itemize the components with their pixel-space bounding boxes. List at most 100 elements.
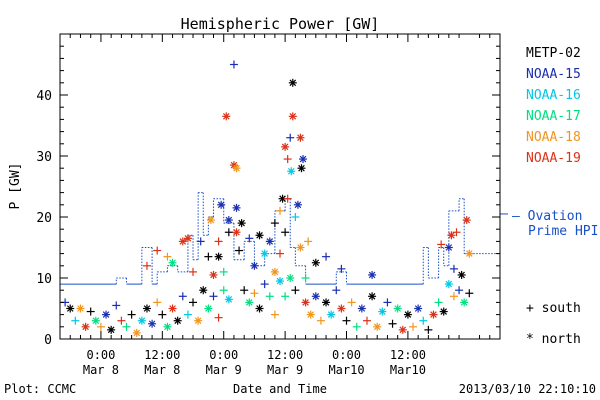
- x-tick-label-date: Mar 8: [144, 363, 180, 377]
- south-point: [142, 261, 151, 270]
- north-point: [232, 203, 241, 212]
- south-point: [245, 234, 254, 243]
- x-tick-label-time: 0:00: [209, 348, 238, 362]
- north-point: [414, 304, 423, 313]
- north-point: [297, 164, 306, 173]
- footer-timestamp: 2013/03/10 22:10:10: [459, 382, 596, 396]
- x-tick-label-date: Mar 8: [83, 363, 119, 377]
- north-point: [132, 328, 141, 337]
- south-point: [322, 252, 331, 261]
- north-point: [91, 316, 100, 325]
- x-tick-label-date: Mar 9: [206, 363, 242, 377]
- north-point: [173, 316, 182, 325]
- x-tick-label-time: 0:00: [332, 348, 361, 362]
- south-point: [283, 194, 292, 203]
- south-point: [209, 292, 218, 301]
- north-point: [183, 234, 192, 243]
- north-point: [398, 325, 407, 334]
- south-point: [465, 289, 474, 298]
- south-point: [196, 237, 205, 246]
- legend-entry: NOAA-16: [526, 88, 581, 103]
- south-point: [265, 292, 274, 301]
- ovation-label-line2: Prime HPI: [528, 224, 598, 239]
- south-point: [260, 280, 269, 289]
- south-point: [452, 228, 461, 237]
- south-point: [449, 292, 458, 301]
- ovation-series: [60, 192, 508, 285]
- footer-plot-source: Plot: CCMC: [4, 382, 76, 396]
- south-point: [96, 322, 105, 331]
- north-point: [296, 133, 305, 142]
- south-point: [127, 310, 136, 319]
- south-point: [449, 264, 458, 273]
- south-point: [117, 316, 126, 325]
- south-point: [163, 252, 172, 261]
- south-point: [189, 298, 198, 307]
- south-point: [214, 313, 223, 322]
- north-point: [137, 316, 146, 325]
- north-point: [232, 228, 241, 237]
- south-point: [250, 289, 259, 298]
- north-point: [368, 270, 377, 279]
- x-tick-label-date: Mar10: [390, 363, 426, 377]
- south-point: [112, 301, 121, 310]
- north-point: [76, 304, 85, 313]
- legend-entry: NOAA-19: [526, 151, 581, 166]
- y-tick-label: 10: [36, 272, 52, 287]
- data-points: [61, 60, 474, 337]
- x-tick-label-date: Mar10: [328, 363, 364, 377]
- south-point: [276, 206, 284, 215]
- south-point: [301, 274, 310, 282]
- north-point: [178, 237, 187, 246]
- south-point: [158, 310, 167, 319]
- north-point: [465, 249, 474, 258]
- north-point: [168, 258, 177, 267]
- south-point: [352, 322, 361, 331]
- y-tick-label: 30: [36, 150, 52, 165]
- north-point: [306, 310, 315, 319]
- south-point: [437, 240, 446, 249]
- north-point: [368, 292, 377, 301]
- south-point: [388, 319, 397, 328]
- north-point: [224, 216, 233, 225]
- north-point: [276, 277, 284, 286]
- north-point: [293, 200, 302, 209]
- north-point: [337, 304, 346, 313]
- north-point: [287, 167, 296, 176]
- north-point: [224, 295, 233, 304]
- south-point: [224, 228, 233, 237]
- north-point: [460, 298, 469, 307]
- ovation-label-line1: — Ovation: [512, 209, 582, 224]
- y-axis-label: P [GW]: [8, 163, 23, 210]
- south-point: [229, 60, 238, 69]
- south-point: [219, 267, 228, 276]
- north-point: [288, 112, 297, 121]
- north-point: [265, 237, 274, 246]
- south-point: [178, 292, 187, 301]
- north-point: [107, 325, 116, 334]
- south-point: [283, 155, 292, 164]
- x-tick-label-time: 12:00: [144, 348, 180, 362]
- south-point: [383, 298, 392, 307]
- legend-entry: METP-02: [526, 46, 581, 61]
- marker-legend-north: * north: [526, 332, 581, 347]
- north-point: [209, 270, 218, 279]
- north-point: [281, 142, 290, 151]
- south-point: [409, 322, 418, 331]
- south-point: [342, 316, 351, 325]
- legend-entry: NOAA-15: [526, 67, 581, 82]
- north-point: [447, 231, 456, 240]
- y-tick-label: 0: [44, 333, 52, 348]
- y-tick-label: 40: [36, 89, 52, 104]
- north-point: [288, 78, 297, 87]
- legend-entry: NOAA-17: [526, 109, 581, 124]
- x-tick-label-time: 0:00: [86, 348, 115, 362]
- north-point: [168, 304, 177, 313]
- x-tick-label-date: Mar 9: [267, 363, 303, 377]
- north-point: [142, 304, 151, 313]
- south-point: [291, 213, 300, 221]
- plot-frame: [59, 33, 501, 340]
- south-point: [153, 246, 162, 255]
- north-point: [245, 298, 254, 307]
- x-tick-label-time: 12:00: [267, 348, 303, 362]
